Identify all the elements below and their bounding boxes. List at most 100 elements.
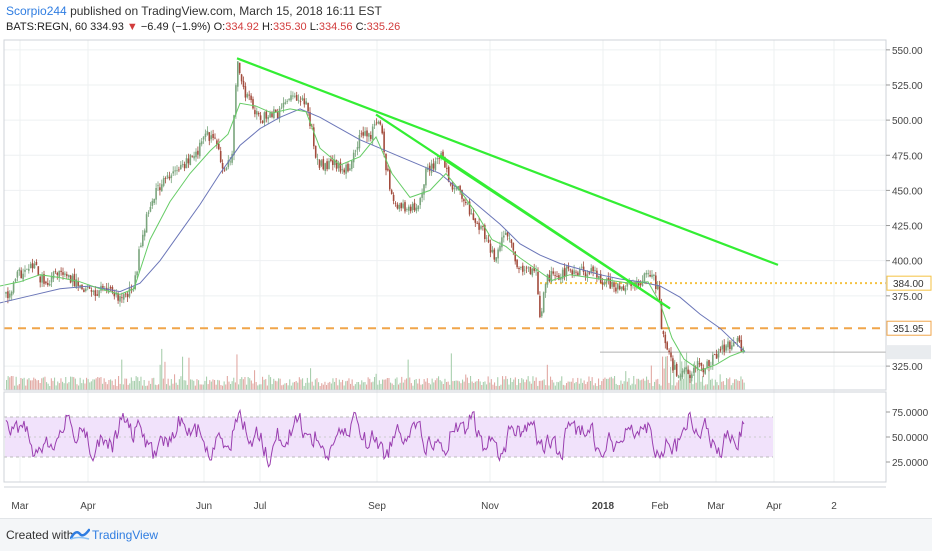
tradingview-logo-icon[interactable] <box>69 527 91 546</box>
volume-bar <box>327 382 329 390</box>
volume-bar <box>274 380 276 390</box>
volume-bar <box>110 379 112 390</box>
volume-bar <box>713 385 715 390</box>
volume-bar <box>238 384 240 390</box>
volume-bar <box>609 377 611 390</box>
volume-bar <box>532 376 534 390</box>
volume-bar <box>465 374 467 390</box>
candle-body <box>200 141 203 145</box>
volume-bar <box>406 378 408 390</box>
candle-body <box>333 159 336 165</box>
volume-bar <box>170 379 172 390</box>
volume-bar <box>71 376 73 390</box>
candle-body <box>119 296 121 302</box>
candle-body <box>349 168 351 171</box>
candle-body <box>337 163 340 169</box>
candle-body <box>284 102 287 104</box>
volume-bar <box>217 379 219 390</box>
volume-bar <box>519 382 521 390</box>
volume-bar <box>84 383 86 390</box>
candle-body <box>655 275 657 289</box>
candle-body <box>406 209 408 210</box>
volume-bar <box>359 384 361 390</box>
last-price: 334.93 <box>90 21 124 33</box>
candle-body <box>162 178 165 186</box>
volume-bar <box>42 377 44 390</box>
candle-body <box>237 61 239 87</box>
trendlines[interactable] <box>236 57 779 310</box>
candle-body <box>75 279 78 289</box>
candle-body <box>20 270 22 279</box>
volume-bar <box>441 381 443 390</box>
candle-body <box>447 166 450 182</box>
author-link[interactable]: Scorpio244 <box>6 4 67 18</box>
volume-bar <box>481 385 483 390</box>
candle-body <box>575 271 577 273</box>
volume-bar <box>673 361 675 390</box>
volume-bar <box>167 378 169 390</box>
volume-bar <box>548 385 550 390</box>
volume-bar <box>343 385 345 390</box>
candle-body <box>482 225 484 227</box>
candle-body <box>394 202 397 204</box>
candle-body <box>305 101 307 105</box>
chart-canvas[interactable]: 550.00 525.00 500.00 475.00 450.00 425.00 400.… <box>0 0 932 518</box>
candle-body <box>561 269 564 279</box>
volume-bar <box>94 379 96 390</box>
volume-bar <box>86 377 88 390</box>
horizontal-levels <box>4 282 886 353</box>
candle-body <box>463 199 465 202</box>
candle-body <box>69 275 72 283</box>
volume-bar <box>15 376 17 390</box>
volume-bar <box>540 380 542 390</box>
volume-bar <box>23 377 25 390</box>
last-price-box <box>887 345 931 360</box>
candle-body <box>107 288 110 293</box>
volume-bar <box>378 380 380 390</box>
volume-bar <box>583 380 585 390</box>
volume-bar <box>164 361 166 390</box>
volume-bar <box>305 382 307 390</box>
tradingview-brand[interactable]: TradingView <box>92 528 159 542</box>
volume-bar <box>570 381 572 390</box>
volume-bar <box>63 383 65 390</box>
volume-bar <box>705 384 707 390</box>
volume-bar <box>604 377 606 390</box>
volume-bar <box>100 377 102 390</box>
volume-bar <box>479 381 481 390</box>
candle-body <box>250 95 252 100</box>
volume-bar <box>34 378 36 390</box>
candle-body <box>605 279 608 283</box>
candle-body <box>546 274 549 285</box>
volume-bar <box>610 376 612 390</box>
volume-bar <box>161 348 163 390</box>
volume-bar <box>562 384 564 390</box>
candle-body <box>719 349 722 351</box>
candle-body <box>330 159 332 161</box>
volume-bar <box>303 385 305 390</box>
volume-bar <box>674 385 676 390</box>
candle-body <box>86 287 89 288</box>
candle-body <box>611 281 613 287</box>
volume-bar <box>222 385 224 390</box>
candle-body <box>208 132 211 141</box>
volume-bar <box>198 380 200 390</box>
volume-bar <box>390 382 392 390</box>
volume-bar <box>150 383 152 390</box>
moving-averages <box>0 102 746 371</box>
level-label: 384.00 <box>893 279 924 290</box>
volume-bar <box>726 378 728 390</box>
candle-body <box>166 175 169 178</box>
candle-body <box>580 266 583 268</box>
candle-body <box>79 285 81 288</box>
volume-bar <box>706 384 708 390</box>
candle-body <box>522 265 524 272</box>
candle-body <box>409 206 412 212</box>
volume-bar <box>340 382 342 390</box>
candle-body <box>199 142 201 157</box>
volume-bar <box>364 382 366 390</box>
candle-body <box>176 170 178 172</box>
candle-body <box>303 98 306 105</box>
candle-body <box>335 160 338 169</box>
volume-bar <box>228 381 230 390</box>
